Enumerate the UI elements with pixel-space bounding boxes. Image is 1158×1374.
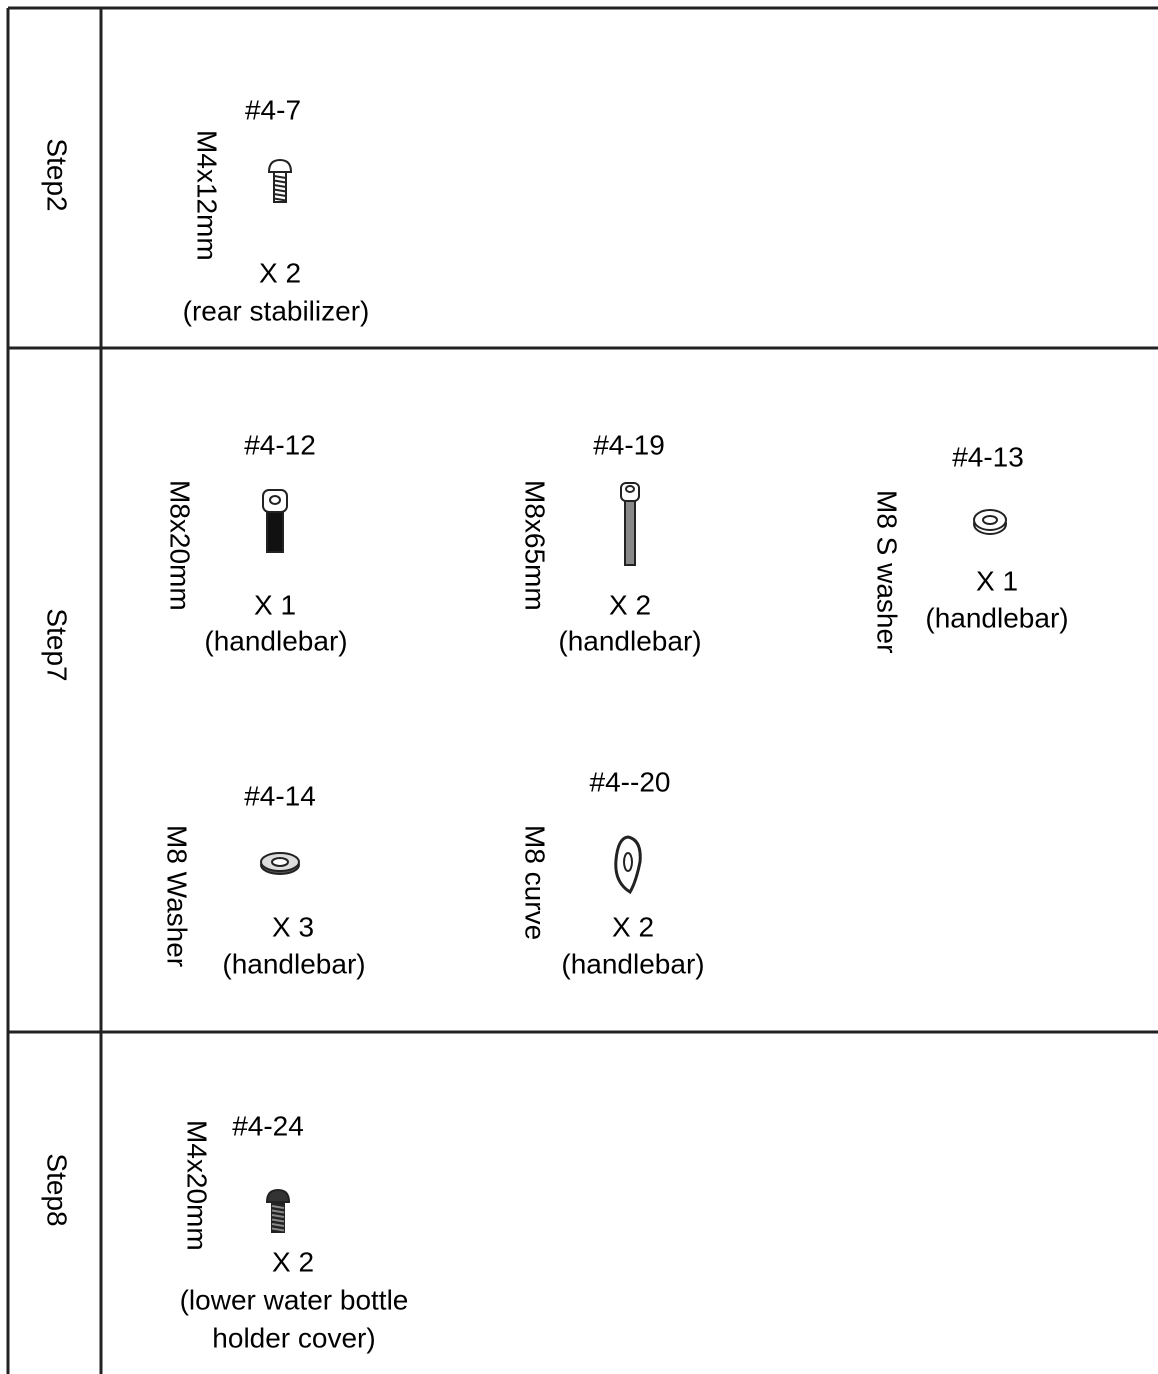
part-number: #4-14: [244, 780, 316, 811]
step-label: Step2: [42, 138, 73, 211]
part-usage: holder cover): [212, 1322, 375, 1353]
part-number: #4-19: [593, 429, 665, 460]
part-number: #4-7: [245, 94, 301, 125]
icon-shape: [266, 511, 284, 553]
icon-shape: [614, 835, 642, 895]
icon-shape: [273, 188, 287, 193]
part-size: M4x20mm: [182, 1120, 213, 1251]
part-number: #4-13: [952, 441, 1024, 472]
part-size: M4x12mm: [192, 130, 223, 261]
icon-shape: [271, 1209, 285, 1214]
part-icon: [973, 509, 1007, 535]
icon-shape: [273, 179, 287, 184]
part-icon: [265, 1188, 291, 1233]
icon-shape: [271, 1227, 285, 1232]
part-quantity: X 3: [272, 911, 314, 942]
icon-shape: [265, 1188, 291, 1203]
part-quantity: X 2: [272, 1246, 314, 1277]
icon-shape: [271, 1218, 285, 1223]
step-label: Step7: [42, 608, 73, 681]
part-quantity: X 2: [259, 257, 301, 288]
part-icon: [620, 482, 640, 566]
part-usage: (handlebar): [561, 948, 704, 979]
part-quantity: X 1: [976, 565, 1018, 596]
part-icon: [262, 489, 288, 553]
icon-shape: [982, 515, 998, 525]
icon-shape: [973, 509, 1007, 531]
part-usage: (lower water bottle: [180, 1284, 409, 1315]
part-quantity: X 1: [254, 589, 296, 620]
icon-shape: [269, 495, 281, 505]
step-label: Step8: [42, 1153, 73, 1226]
part-icon: [614, 835, 642, 895]
icon-shape: [271, 1205, 285, 1209]
part-number: #4--20: [590, 766, 671, 797]
part-size: M8x20mm: [165, 480, 196, 611]
part-usage: (handlebar): [558, 625, 701, 656]
icon-shape: [271, 857, 289, 867]
icon-shape: [625, 485, 635, 493]
icon-shape: [624, 500, 636, 566]
part-icon: [267, 158, 293, 203]
icon-shape: [273, 184, 287, 188]
part-usage: (handlebar): [222, 948, 365, 979]
part-number: #4-12: [244, 429, 316, 460]
part-size: M8 S washer: [872, 490, 903, 653]
part-size: M8x65mm: [520, 480, 551, 611]
part-usage: (handlebar): [204, 625, 347, 656]
part-size: M8 Washer: [162, 825, 193, 967]
part-quantity: X 2: [609, 589, 651, 620]
part-usage: (rear stabilizer): [183, 295, 370, 326]
icon-shape: [273, 197, 287, 202]
icon-shape: [271, 1223, 285, 1227]
icon-shape: [267, 158, 293, 173]
part-icon: [260, 852, 300, 875]
part-number: #4-24: [232, 1110, 304, 1141]
part-size: M8 curve: [520, 825, 551, 940]
icon-shape: [273, 193, 287, 197]
part-usage: (handlebar): [925, 602, 1068, 633]
icon-shape: [273, 175, 287, 179]
icon-shape: [623, 852, 633, 872]
icon-shape: [271, 1214, 285, 1218]
part-quantity: X 2: [612, 911, 654, 942]
icon-shape: [262, 489, 288, 513]
